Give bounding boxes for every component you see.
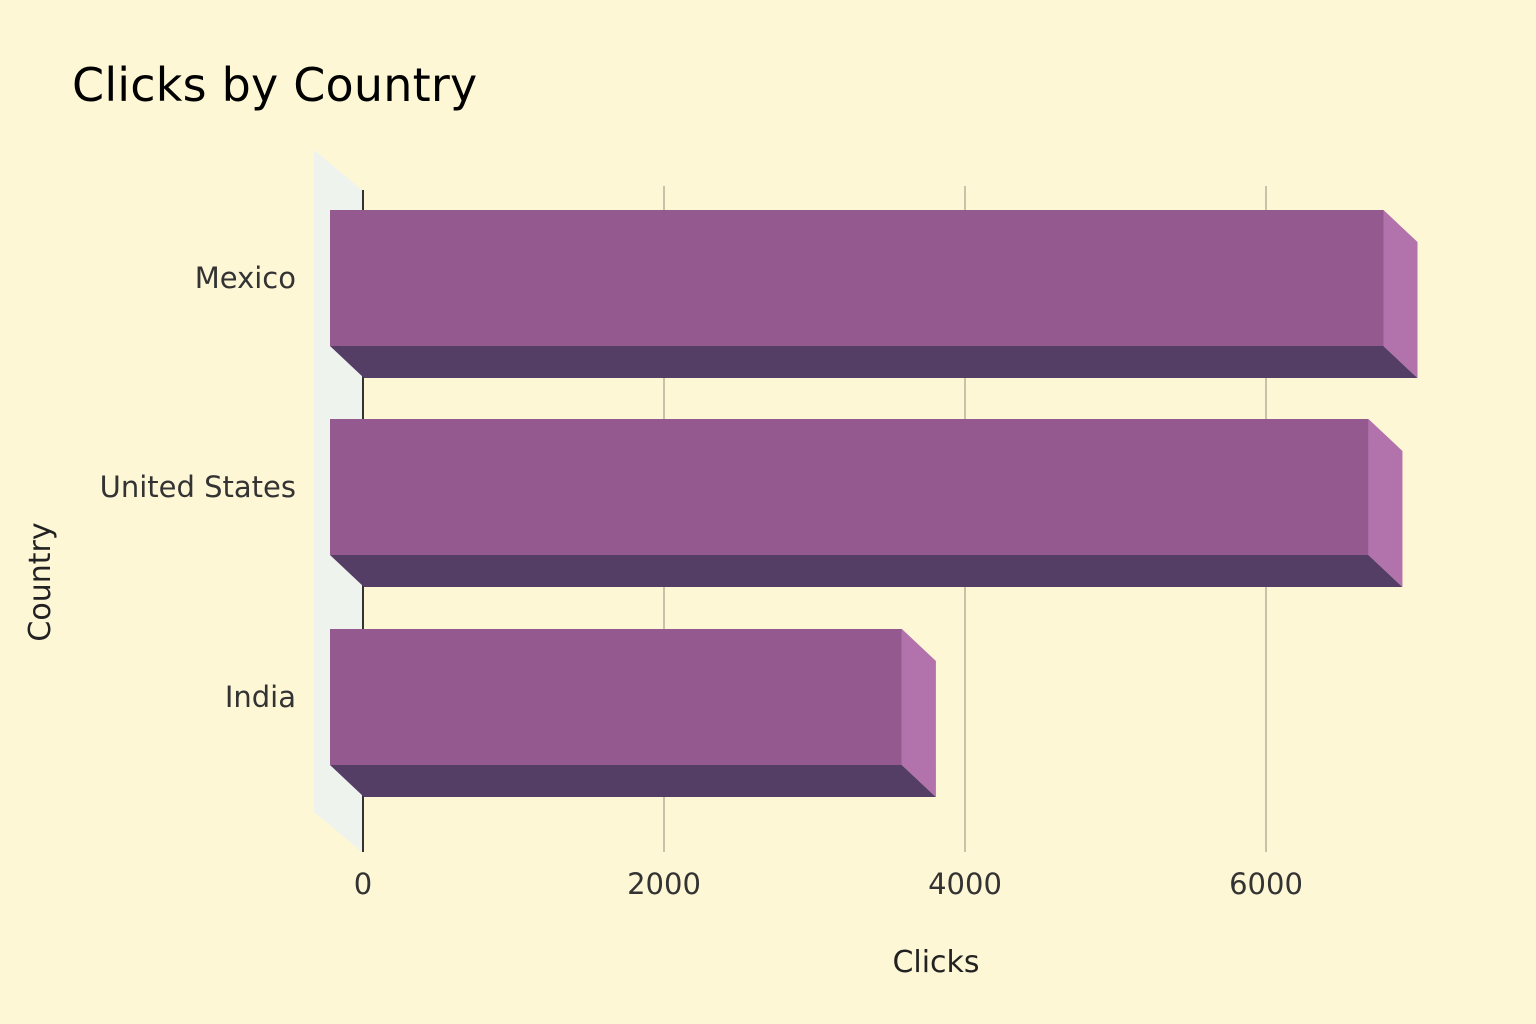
chart-title: Clicks by Country [72,58,478,112]
bar-bottom-face [330,346,1418,378]
bars [330,210,1418,797]
category-labels: Mexico United States India [100,261,296,714]
x-tick-label: 2000 [627,867,701,901]
bar-india [330,629,936,797]
category-label: United States [100,470,296,504]
x-tick-labels: 0 2000 4000 6000 [354,867,1303,901]
bar-front-face [330,419,1369,555]
x-tick-label: 4000 [928,867,1002,901]
bar-mexico [330,210,1418,378]
bar-united-states [330,419,1403,587]
x-tick-label: 0 [354,867,372,901]
category-label: Mexico [195,261,296,295]
bar-bottom-face [330,555,1403,587]
bar-side-face [1368,419,1403,587]
bar-front-face [330,629,902,765]
bar-side-face [901,629,936,797]
x-axis-title: Clicks [892,945,979,980]
y-axis-title: Country [23,522,58,641]
bar-front-face [330,210,1384,346]
category-label: India [225,680,296,714]
bar-side-face [1383,210,1418,378]
bar-bottom-face [330,765,936,797]
x-tick-label: 6000 [1229,867,1303,901]
